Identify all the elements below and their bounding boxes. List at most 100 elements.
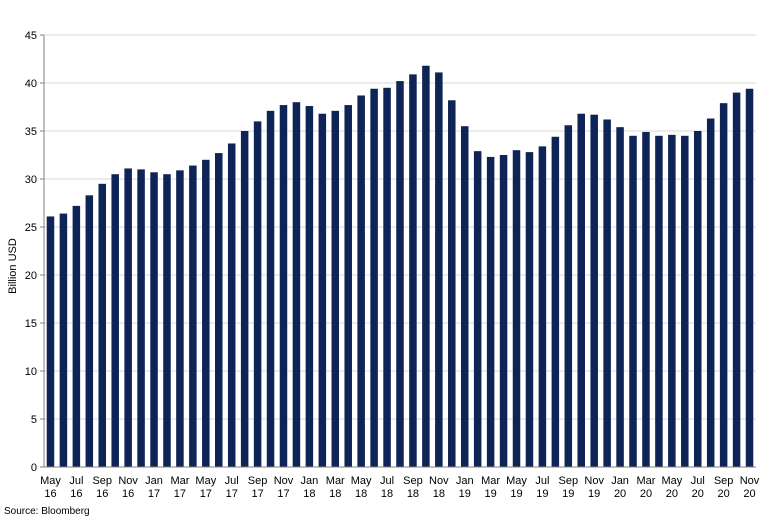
x-tick-month: Mar: [326, 475, 345, 487]
x-tick-label: Nov 18: [429, 475, 449, 500]
y-tick-label: 15: [25, 318, 37, 330]
bar: [85, 195, 94, 467]
x-tick-year: 19: [536, 488, 548, 500]
x-tick-month: Jan: [301, 475, 319, 487]
x-tick-month: Nov: [584, 475, 604, 487]
bar: [668, 134, 676, 467]
bar: [163, 174, 171, 467]
bar: [137, 169, 145, 467]
x-tick-month: Mar: [481, 475, 500, 487]
bar: [603, 119, 611, 467]
x-tick-year: 17: [174, 488, 186, 500]
y-tick-label: 40: [25, 78, 37, 90]
y-tick-label: 25: [25, 222, 37, 234]
bar: [344, 105, 352, 467]
x-tick-month: Nov: [740, 475, 760, 487]
x-tick-year: 17: [277, 488, 289, 500]
bar: [693, 131, 702, 467]
bar: [525, 152, 534, 467]
x-tick-label: Mar 19: [481, 475, 500, 500]
bar: [176, 170, 184, 468]
bar: [460, 126, 469, 467]
x-tick-year: 20: [743, 488, 755, 500]
bar: [590, 114, 598, 468]
bar: [370, 88, 378, 467]
bar: [499, 155, 508, 467]
x-tick-label: Nov 16: [118, 475, 138, 500]
x-tick-label: Jul 20: [691, 475, 705, 500]
bar: [551, 136, 560, 467]
bar: [719, 103, 728, 467]
bar: [473, 151, 482, 467]
y-tick-label: 20: [25, 270, 37, 282]
x-tick-month: Nov: [118, 475, 138, 487]
x-tick-month: May: [661, 475, 682, 487]
bar: [512, 150, 521, 467]
y-axis-tick-labels: 0 5 10 15 20 25 30 35 40 45: [25, 30, 37, 474]
x-tick-label: Sep 17: [248, 475, 268, 500]
x-tick-year: 17: [200, 488, 212, 500]
bars: [46, 65, 754, 468]
x-tick-month: Sep: [559, 475, 579, 487]
x-tick-month: Nov: [274, 475, 294, 487]
x-tick-label: Sep 19: [559, 475, 579, 500]
bar: [396, 81, 404, 467]
bar: [732, 92, 741, 467]
bar: [253, 121, 262, 468]
x-tick-label: Jul 19: [535, 475, 549, 500]
y-tick-label: 45: [25, 30, 37, 42]
x-tick-label: May 20: [661, 475, 682, 500]
y-tick-label: 10: [25, 366, 37, 378]
x-tick-year: 20: [718, 488, 730, 500]
x-tick-year: 16: [44, 488, 56, 500]
x-tick-label: Nov 20: [740, 475, 760, 500]
y-tick-label: 5: [31, 414, 37, 426]
x-tick-month: Jan: [611, 475, 629, 487]
bar: [422, 65, 430, 467]
bar: [124, 168, 132, 467]
bar: [357, 95, 365, 467]
x-tick-year: 19: [459, 488, 471, 500]
x-tick-month: Jul: [69, 475, 83, 487]
x-tick-month: May: [506, 475, 527, 487]
x-tick-year: 17: [226, 488, 238, 500]
source-note: Source: Bloomberg: [4, 506, 90, 517]
x-tick-label: Mar 17: [170, 475, 189, 500]
x-tick-label: Mar 18: [326, 475, 345, 500]
x-tick-month: Sep: [403, 475, 423, 487]
bar: [383, 87, 391, 468]
x-tick-year: 16: [96, 488, 108, 500]
x-tick-month: Nov: [429, 475, 449, 487]
bar: [681, 135, 689, 468]
x-tick-label: Sep 20: [714, 475, 734, 500]
x-tick-label: May 17: [195, 475, 216, 500]
y-tick-label: 30: [25, 174, 37, 186]
x-tick-month: Mar: [636, 475, 655, 487]
bar: [577, 113, 585, 467]
y-tick-label: 0: [31, 462, 37, 474]
x-tick-label: Nov 19: [584, 475, 604, 500]
x-tick-label: May 19: [506, 475, 527, 500]
bar: [305, 106, 314, 467]
x-tick-label: Jul 16: [69, 475, 83, 500]
x-tick-year: 18: [329, 488, 341, 500]
x-tick-year: 17: [148, 488, 160, 500]
x-tick-year: 19: [562, 488, 574, 500]
bar: [448, 100, 456, 467]
bar: [72, 205, 81, 467]
bar: [46, 216, 55, 467]
bar: [642, 131, 650, 467]
x-tick-label: Sep 18: [403, 475, 423, 500]
x-tick-month: May: [40, 475, 61, 487]
x-tick-year: 18: [407, 488, 419, 500]
x-tick-year: 18: [355, 488, 367, 500]
axes: [40, 34, 756, 468]
bar: [292, 102, 301, 467]
bar: [564, 125, 573, 468]
x-tick-year: 20: [614, 488, 626, 500]
x-tick-label: May 16: [40, 475, 61, 500]
x-tick-year: 18: [303, 488, 315, 500]
x-tick-year: 19: [510, 488, 522, 500]
x-tick-label: May 18: [351, 475, 372, 500]
bar: [318, 113, 327, 467]
